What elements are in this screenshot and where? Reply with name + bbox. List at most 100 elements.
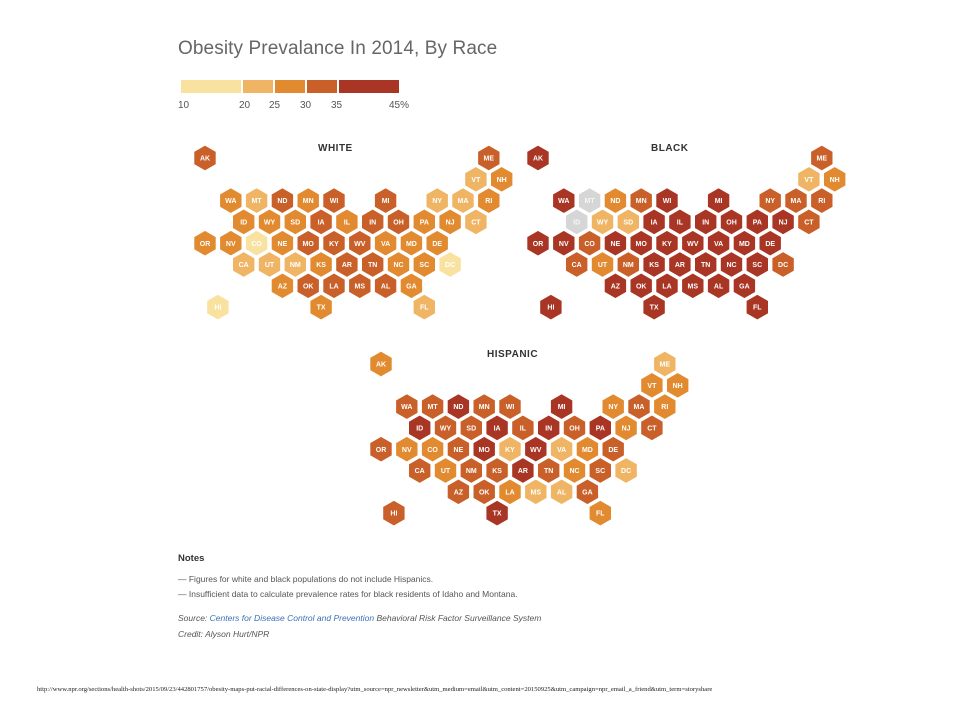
hex-black-sd[interactable] [616,208,641,236]
hex-black-vt[interactable] [796,165,821,193]
hex-hispanic-pa[interactable] [588,414,613,442]
hex-hispanic-al[interactable] [549,478,574,506]
hex-black-oh[interactable] [719,208,744,236]
hex-hispanic-ma[interactable] [627,392,651,421]
hex-hispanic-hi[interactable] [382,499,406,527]
hex-white-vt[interactable] [464,165,488,193]
hex-white-ar[interactable] [335,250,359,279]
hex-white-me[interactable] [476,144,501,172]
hex-hispanic-ct[interactable] [639,414,664,442]
hex-white-id[interactable] [231,208,256,236]
hex-black-mn[interactable] [629,186,654,215]
hex-hispanic-wa[interactable] [394,392,419,421]
hex-white-tx[interactable] [309,293,333,321]
hex-white-wy[interactable] [257,208,282,236]
hex-white-tn[interactable] [360,250,385,279]
hex-black-nc[interactable] [719,250,744,279]
hex-black-il[interactable] [667,208,692,236]
hex-hispanic-in[interactable] [536,414,561,442]
hex-white-ne[interactable] [270,229,295,257]
hex-black-wi[interactable] [655,186,679,215]
hex-white-la[interactable] [322,272,346,300]
hex-black-fl[interactable] [745,293,770,321]
hex-hispanic-nj[interactable] [614,414,639,442]
hex-hispanic-or[interactable] [369,435,393,463]
hex-hispanic-tn[interactable] [536,456,561,485]
hex-white-nv[interactable] [218,229,243,257]
hex-black-wy[interactable] [590,208,615,236]
hex-black-tx[interactable] [642,293,667,321]
hex-black-mi[interactable] [706,186,731,215]
hex-white-sc[interactable] [412,250,437,279]
hex-hispanic-mo[interactable] [472,435,497,463]
hex-white-ga[interactable] [399,272,424,300]
hex-white-nc[interactable] [386,250,411,279]
hex-hispanic-ny[interactable] [601,392,626,421]
hex-white-sd[interactable] [283,208,308,236]
hex-hispanic-dc[interactable] [614,456,639,485]
hex-hispanic-mt[interactable] [420,392,445,421]
hex-hispanic-mi[interactable] [549,392,574,421]
hex-white-il[interactable] [335,208,359,236]
hex-black-ct[interactable] [796,208,821,236]
hex-hispanic-md[interactable] [575,435,600,463]
hex-hispanic-va[interactable] [549,435,574,463]
hex-hispanic-ks[interactable] [485,456,509,485]
hex-black-md[interactable] [732,229,757,257]
hex-hispanic-mn[interactable] [472,392,497,421]
hex-white-ut[interactable] [257,250,282,279]
hex-hispanic-ga[interactable] [575,478,600,506]
hex-black-de[interactable] [758,229,783,257]
hex-white-pa[interactable] [412,208,437,236]
hex-black-pa[interactable] [745,208,770,236]
hex-hispanic-ok[interactable] [472,478,497,506]
hex-white-co[interactable] [244,229,269,257]
hex-black-ak[interactable] [526,144,550,172]
hex-black-ms[interactable] [680,272,705,300]
hex-hispanic-ne[interactable] [446,435,471,463]
hex-black-ks[interactable] [642,250,667,279]
hex-hispanic-nv[interactable] [394,435,419,463]
hex-white-ia[interactable] [309,208,333,236]
hex-black-nj[interactable] [771,208,796,236]
hex-hispanic-me[interactable] [652,350,677,378]
hex-white-wi[interactable] [322,186,346,215]
hex-black-wv[interactable] [680,229,705,257]
hex-hispanic-ri[interactable] [652,392,677,421]
hex-black-ut[interactable] [590,250,615,279]
hex-hispanic-de[interactable] [601,435,626,463]
hex-white-ms[interactable] [347,272,372,300]
hex-white-mt[interactable] [244,186,269,215]
source-url[interactable]: http://www.npr.org/sections/health-shots… [37,686,713,693]
hex-white-dc[interactable] [438,250,462,279]
hex-hispanic-sc[interactable] [588,456,613,485]
hex-white-nh[interactable] [489,165,514,193]
hex-white-ok[interactable] [296,272,321,300]
hex-black-ma[interactable] [784,186,808,215]
hex-hispanic-la[interactable] [498,478,522,506]
hex-black-or[interactable] [526,229,550,257]
hex-white-ky[interactable] [322,229,346,257]
hex-white-ct[interactable] [464,208,488,236]
hex-white-nd[interactable] [270,186,295,215]
hex-hispanic-ky[interactable] [498,435,522,463]
hex-white-oh[interactable] [386,208,411,236]
hex-white-mn[interactable] [296,186,321,215]
hex-hispanic-nd[interactable] [446,392,471,421]
hex-hispanic-vt[interactable] [639,371,664,399]
hex-black-ia[interactable] [642,208,667,236]
hex-black-wa[interactable] [551,186,576,215]
hex-white-al[interactable] [373,272,398,300]
hex-white-wa[interactable] [218,186,243,215]
hex-black-nv[interactable] [551,229,576,257]
hex-black-sc[interactable] [745,250,770,279]
hex-white-ak[interactable] [193,144,217,172]
hex-white-md[interactable] [399,229,424,257]
hex-black-ky[interactable] [655,229,679,257]
hex-black-ga[interactable] [732,272,757,300]
hex-hispanic-ut[interactable] [433,456,458,485]
hex-white-fl[interactable] [412,293,437,321]
source-link[interactable]: Centers for Disease Control and Preventi… [209,613,375,623]
hex-hispanic-ar[interactable] [511,456,535,485]
hex-white-nm[interactable] [283,250,308,279]
